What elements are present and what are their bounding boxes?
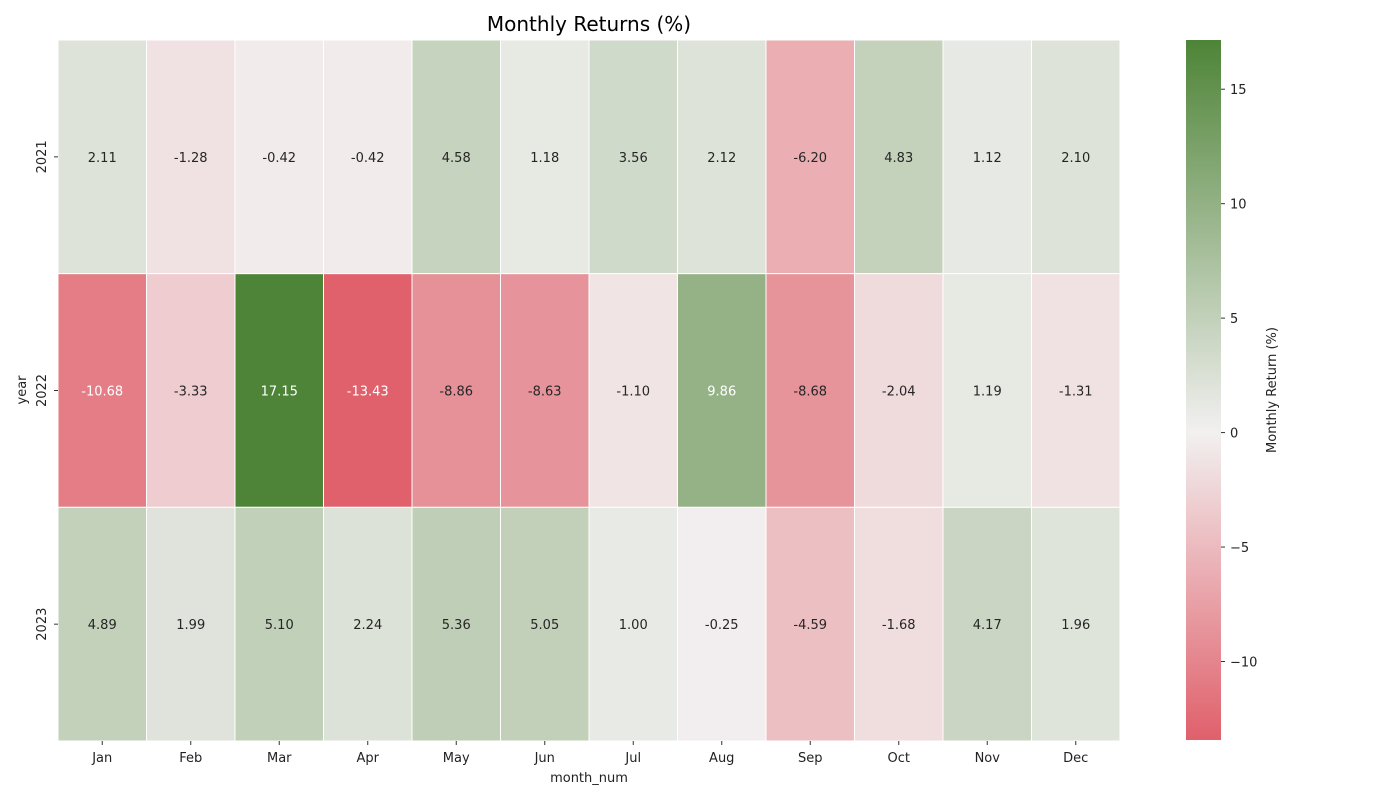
cell-value-label: -10.68 [81, 385, 123, 400]
cell-value-label: 2.11 [88, 151, 117, 166]
x-tick-label: Jun [534, 751, 555, 766]
cell-value-label: -8.63 [528, 385, 562, 400]
colorbar-tick-label: 0 [1230, 427, 1238, 442]
cell-value-label: -8.86 [439, 385, 473, 400]
colorbar-tick-label: 10 [1230, 198, 1247, 213]
x-tick-label: Jan [91, 751, 112, 766]
heatmap-cell [588, 506, 678, 742]
cell-value-label: -1.68 [882, 618, 916, 633]
cell-value-label: 5.05 [530, 618, 559, 633]
cell-value-label: 1.18 [530, 151, 559, 166]
heatmap-cell [323, 273, 413, 508]
heatmap-cell [146, 39, 236, 275]
heatmap-cell [234, 506, 324, 742]
y-tick-label: 2023 [35, 608, 50, 641]
chart-title: Monthly Returns (%) [487, 12, 691, 36]
colorbar-tick-label: 5 [1230, 312, 1238, 327]
heatmap-cell [854, 39, 944, 275]
heatmap-cell [411, 506, 501, 742]
heatmap-cell [323, 506, 413, 742]
cell-value-label: 4.17 [973, 618, 1002, 633]
heatmap-cell [1031, 39, 1121, 275]
heatmap-cell [234, 273, 324, 508]
cell-value-label: 4.89 [88, 618, 117, 633]
x-tick-label: Dec [1063, 751, 1088, 766]
heatmap-cell [57, 39, 147, 275]
cell-value-label: -1.28 [174, 151, 208, 166]
x-tick-label: Oct [888, 751, 910, 766]
heatmap-cell [677, 39, 767, 275]
colorbar-tick-label: −5 [1230, 541, 1249, 556]
heatmap-cell [765, 273, 855, 508]
cell-value-label: -8.68 [793, 385, 827, 400]
heatmap-cell [57, 506, 147, 742]
colorbar-ticks: −10 −5 0 5 10 15 [1221, 83, 1257, 670]
heatmap-cell [234, 39, 324, 275]
heatmap-cell [500, 39, 590, 275]
cell-value-label: -0.42 [262, 151, 296, 166]
cell-value-label: 2.12 [707, 151, 736, 166]
cell-value-label: -13.43 [347, 385, 389, 400]
heatmap-cell [411, 39, 501, 275]
heatmap-cell [57, 273, 147, 508]
x-axis-ticks: Jan Feb Mar Apr May Jun Jul Aug Sep Oct Nov Dec [91, 741, 1088, 766]
cell-value-label: 2.10 [1061, 151, 1090, 166]
colorbar-tick-label: 15 [1230, 83, 1247, 98]
cell-value-label: 3.56 [619, 151, 648, 166]
x-axis-label: month_num [550, 771, 628, 786]
cell-value-label: 5.36 [442, 618, 471, 633]
cell-value-label: 1.00 [619, 618, 648, 633]
heatmap-cell [942, 506, 1032, 742]
heatmap-cell [323, 39, 413, 275]
heatmap-cell [854, 273, 944, 508]
cell-value-label: -0.25 [705, 618, 739, 633]
heatmap-cell [1031, 273, 1121, 508]
cell-value-label: -0.42 [351, 151, 385, 166]
cell-value-label: -3.33 [174, 385, 208, 400]
heatmap-cells: 2.11 -1.28 -0.42 -0.42 4.58 1.18 3.56 2.12 -6.20… [57, 39, 1121, 742]
cell-value-label: -1.10 [616, 385, 650, 400]
heatmap-cell [677, 273, 767, 508]
cell-value-label: 4.58 [442, 151, 471, 166]
colorbar [1186, 40, 1221, 740]
x-tick-label: Apr [357, 751, 380, 766]
heatmap-cell [146, 273, 236, 508]
cell-value-label: 1.19 [973, 385, 1002, 400]
heatmap-cell [1031, 506, 1121, 742]
cell-value-label: 1.99 [176, 618, 205, 633]
cell-value-label: -1.31 [1059, 385, 1093, 400]
cell-value-label: 9.86 [707, 385, 736, 400]
cell-value-label: -6.20 [793, 151, 827, 166]
x-tick-label: May [443, 751, 470, 766]
y-axis-label: year [15, 375, 30, 405]
x-tick-label: Feb [179, 751, 202, 766]
cell-value-label: -2.04 [882, 385, 916, 400]
x-tick-label: Mar [267, 751, 292, 766]
heatmap-cell [500, 273, 590, 508]
colorbar-label: Monthly Return (%) [1265, 327, 1280, 453]
heatmap-cell [942, 273, 1032, 508]
colorbar-tick-label: −10 [1230, 655, 1257, 670]
y-tick-label: 2021 [35, 140, 50, 173]
cell-value-label: 17.15 [261, 385, 298, 400]
cell-value-label: 2.24 [353, 618, 382, 633]
y-axis-ticks: 2021 2022 2023 [35, 140, 58, 641]
x-tick-label: Aug [709, 751, 734, 766]
x-tick-label: Sep [798, 751, 823, 766]
x-tick-label: Jul [624, 751, 641, 766]
cell-value-label: 1.96 [1061, 618, 1090, 633]
y-tick-label: 2022 [35, 374, 50, 407]
heatmap-cell [588, 273, 678, 508]
x-tick-label: Nov [975, 751, 1001, 766]
cell-value-label: 5.10 [265, 618, 294, 633]
heatmap-cell [411, 273, 501, 508]
cell-value-label: 1.12 [973, 151, 1002, 166]
cell-value-label: -4.59 [793, 618, 827, 633]
cell-value-label: 4.83 [884, 151, 913, 166]
